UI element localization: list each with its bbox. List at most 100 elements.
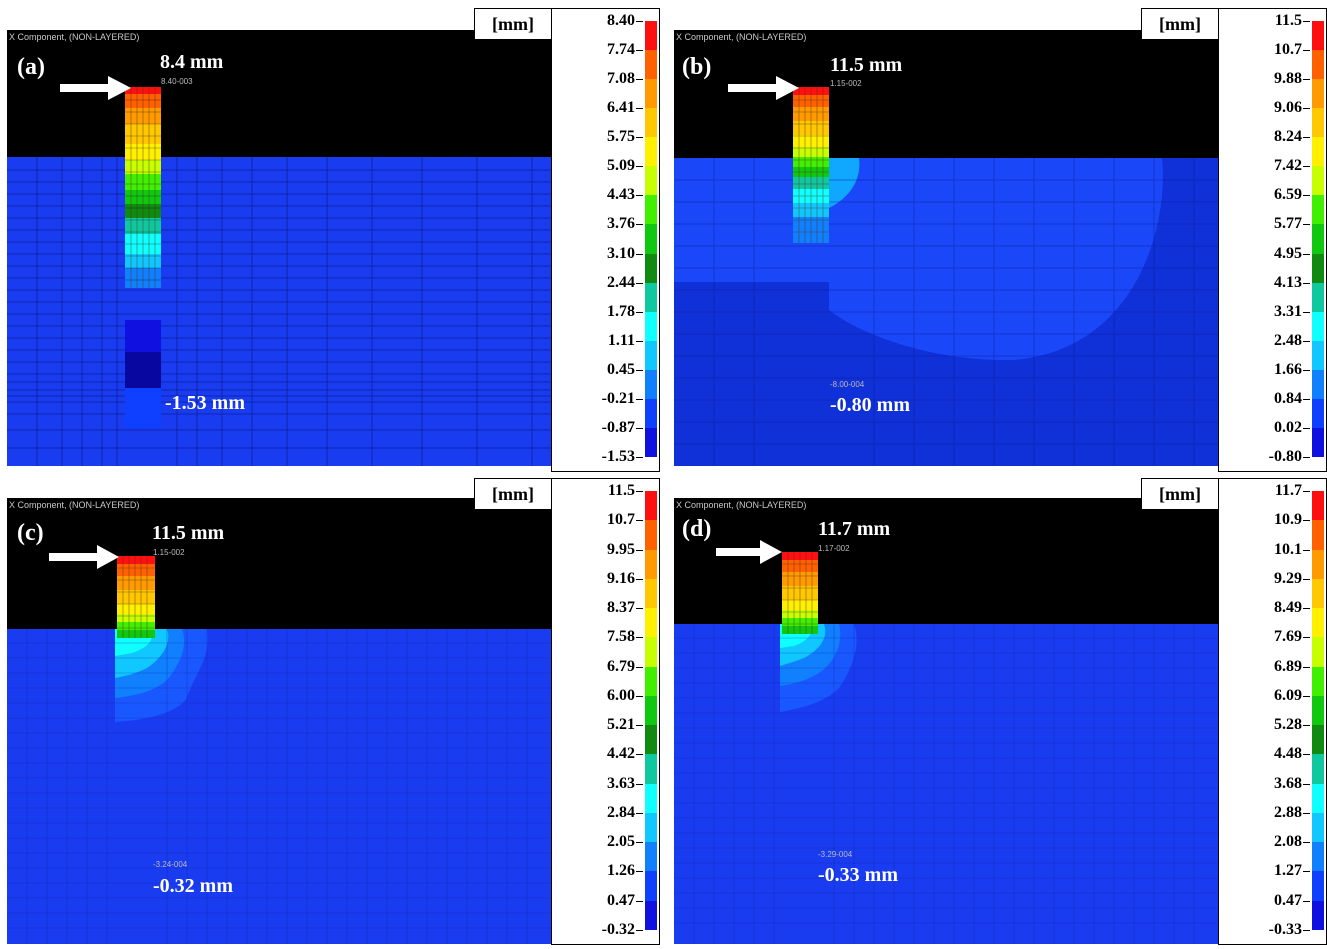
colorbar-tick-mark: [1303, 340, 1310, 342]
colorbar-segment: [1312, 195, 1324, 225]
panel-c-min-small: -3.24-004: [153, 860, 188, 869]
colorbar-tick-mark: [636, 725, 643, 727]
colorbar-tick-label: 3.10: [607, 244, 635, 262]
colorbar-tick-label: 9.06: [1274, 99, 1302, 117]
colorbar-segment: [1312, 224, 1324, 255]
colorbar-segment: [645, 21, 657, 51]
colorbar-segment: [1312, 253, 1324, 284]
colorbar-tick-label: 1.11: [607, 331, 635, 349]
panel-b-min-small: -8.00-004: [830, 380, 865, 389]
colorbar-segment: [645, 108, 657, 138]
colorbar-segment: [1312, 725, 1324, 755]
colorbar-segment: [1312, 137, 1324, 167]
panel-a: X Component, (NON-LAYERED) (a) 8.4 mm 8.…: [7, 30, 552, 466]
colorbar-tick-label: 2.44: [607, 273, 635, 291]
colorbar-tick-mark: [636, 224, 643, 226]
panel-a-unit: [mm]: [474, 8, 552, 40]
colorbar-segment: [1312, 842, 1324, 872]
colorbar-segment: [645, 50, 657, 80]
colorbar-tick-label: 7.58: [607, 628, 635, 646]
colorbar-segment: [645, 608, 657, 638]
colorbar-segment: [645, 695, 657, 726]
colorbar-segment: [1312, 369, 1324, 400]
colorbar-tick-label: -0.21: [601, 389, 635, 407]
panel-a-colorbar: 8.40 7.74 7.08 6.41 5.75 5.09 4.43 3.76 3.10 2.44…: [551, 8, 660, 472]
colorbar-tick-mark: [636, 427, 643, 429]
colorbar-segment: [645, 166, 657, 196]
colorbar-segment: [645, 900, 657, 931]
colorbar-segment: [1312, 311, 1324, 342]
colorbar-tick-label: 3.63: [607, 774, 635, 792]
colorbar-tick-mark: [1303, 783, 1310, 785]
colorbar-segment: [1312, 871, 1324, 902]
colorbar-tick-label: 5.09: [607, 157, 635, 175]
colorbar-tick-mark: [636, 491, 643, 492]
colorbar-tick-label: 11.7: [1274, 482, 1302, 499]
colorbar-tick-mark: [1303, 195, 1310, 197]
colorbar-tick-mark: [636, 695, 643, 697]
colorbar-tick-mark: [636, 282, 643, 284]
colorbar-segment: [1312, 79, 1324, 109]
colorbar-tick-mark: [1303, 79, 1310, 81]
colorbar-tick-label: 7.69: [1274, 628, 1302, 646]
panel-c-label: (c): [17, 520, 44, 546]
colorbar-tick-mark: [636, 930, 643, 931]
colorbar-tick-mark: [1303, 578, 1310, 580]
colorbar-segment: [645, 491, 657, 521]
colorbar-tick-mark: [1303, 108, 1310, 110]
panel-c-unit: [mm]: [474, 478, 552, 510]
colorbar-tick-label: 9.16: [607, 569, 635, 587]
panel-d-min-label: -0.33 mm: [818, 864, 898, 886]
colorbar-tick-label: 5.21: [607, 716, 635, 734]
colorbar-tick-mark: [1303, 253, 1310, 255]
colorbar-tick-label: 2.08: [1274, 833, 1302, 851]
colorbar-tick-label: 9.88: [1274, 70, 1302, 88]
panel-b-plot: [674, 76, 1219, 466]
colorbar-tick-mark: [1303, 666, 1310, 668]
colorbar-tick-mark: [636, 549, 643, 551]
colorbar-segment: [645, 311, 657, 342]
colorbar-tick-label: 8.37: [607, 599, 635, 617]
colorbar-tick-label: 1.66: [1274, 360, 1302, 378]
colorbar-segment: [1312, 900, 1324, 931]
colorbar-tick-label: 7.08: [607, 70, 635, 88]
panel-b-colorbar: 11.5 10.7 9.88 9.06 8.24 7.42 6.59 5.77 4.95 4.13…: [1218, 8, 1327, 472]
colorbar-segment: [645, 812, 657, 843]
load-arrow: [60, 76, 131, 100]
colorbar-tick-label: 10.7: [1274, 41, 1302, 59]
colorbar-tick-label: 3.31: [1274, 302, 1302, 320]
colorbar-segment: [645, 340, 657, 371]
panel-d-label: (d): [682, 516, 712, 542]
colorbar-tick-label: 11.5: [1274, 12, 1302, 29]
colorbar-segment: [645, 369, 657, 400]
colorbar-segment: [645, 398, 657, 429]
colorbar-segment: [645, 754, 657, 785]
colorbar-tick-mark: [636, 578, 643, 580]
panel-b-min-label: -0.80 mm: [830, 394, 910, 416]
colorbar-tick-label: 8.49: [1274, 599, 1302, 617]
colorbar-tick-mark: [1303, 369, 1310, 371]
colorbar-segment: [645, 666, 657, 697]
colorbar-tick-label: 1.78: [607, 302, 635, 320]
colorbar-tick-mark: [636, 871, 643, 873]
colorbar-tick-mark: [1303, 311, 1310, 313]
panel-d: X Component, (NON-LAYERED) (d) 11.7 mm 1…: [674, 498, 1219, 944]
colorbar-tick-mark: [1303, 137, 1310, 139]
load-arrow: [728, 76, 799, 100]
panel-d-header: X Component, (NON-LAYERED): [676, 500, 807, 510]
colorbar-tick-label: 8.24: [1274, 128, 1302, 146]
colorbar-tick-mark: [636, 369, 643, 371]
panel-c-max-label: 11.5 mm: [152, 522, 225, 544]
colorbar-tick-label: 7.42: [1274, 157, 1302, 175]
colorbar-segment: [1312, 666, 1324, 697]
panel-a-max-small: 8.40-003: [161, 77, 193, 86]
colorbar-segment: [645, 195, 657, 225]
colorbar-tick-mark: [1303, 549, 1310, 551]
colorbar-tick-mark: [1303, 637, 1310, 639]
colorbar-segment: [645, 253, 657, 284]
panel-c-plot: [7, 545, 552, 944]
colorbar-tick-mark: [1303, 871, 1310, 873]
colorbar-tick-label: 8.40: [607, 12, 635, 29]
load-arrow: [716, 540, 782, 564]
colorbar-tick-mark: [1303, 282, 1310, 284]
